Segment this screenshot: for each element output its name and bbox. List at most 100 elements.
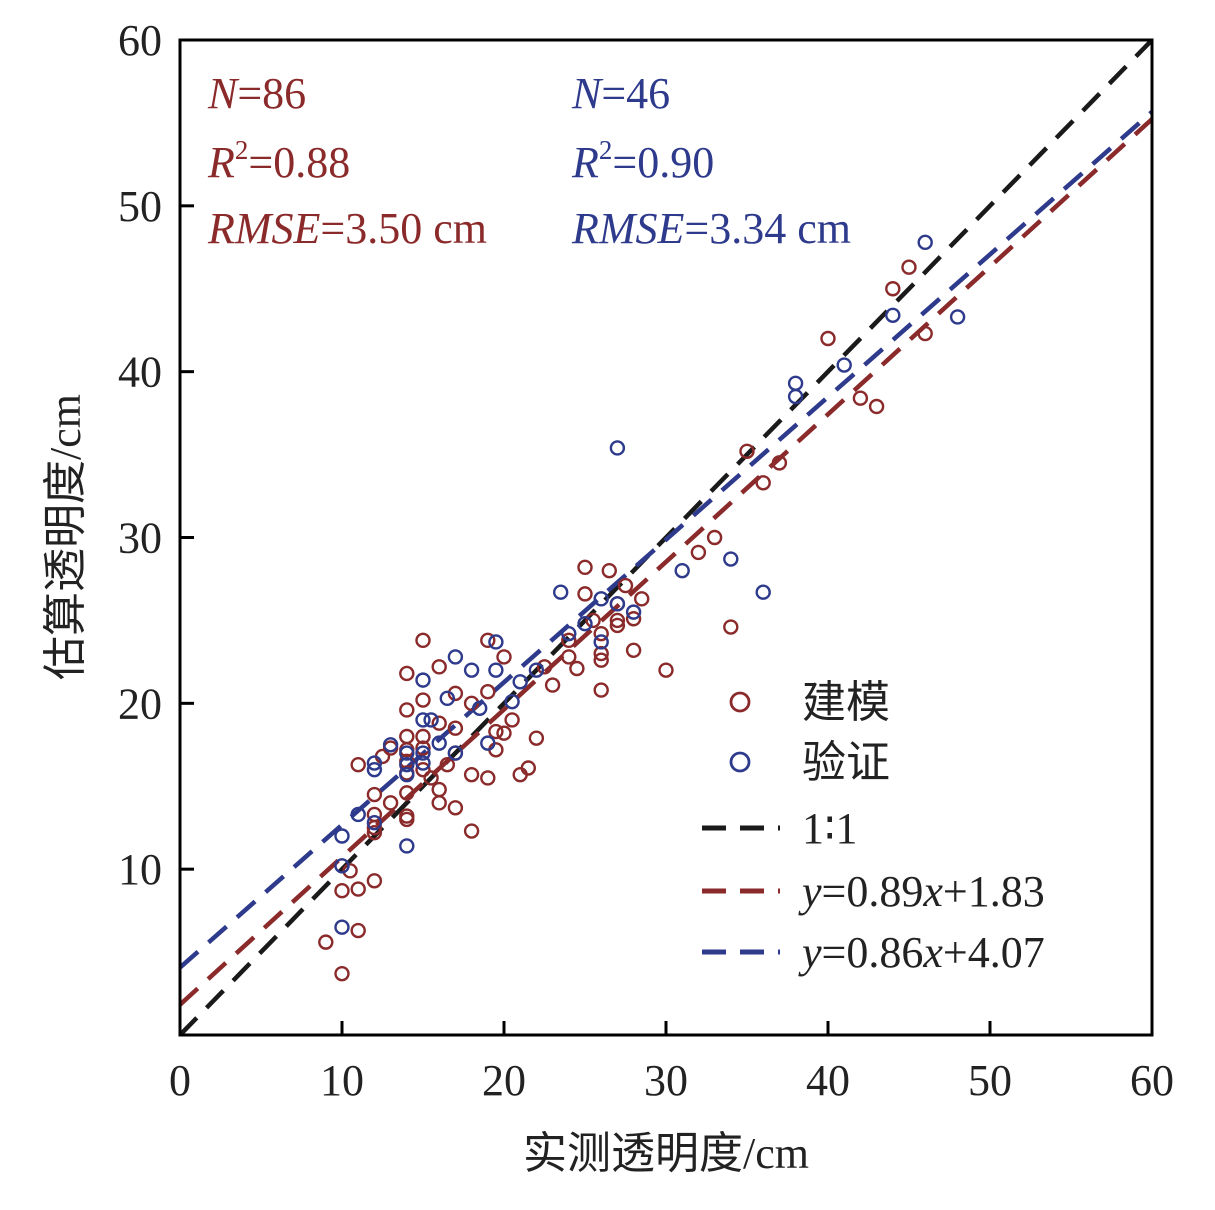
validation-point (439, 690, 455, 707)
y-axis-label: 估算透明度/cm (41, 394, 90, 680)
validation-point (447, 745, 464, 761)
x-tick-label: 30 (644, 1056, 688, 1105)
validation-point (366, 815, 383, 831)
calibration-point (723, 619, 739, 635)
validation-point (609, 440, 626, 456)
validation-point (382, 737, 399, 753)
validation-point (917, 234, 933, 251)
calibration-point (488, 723, 504, 740)
legend-marker-calibration (729, 691, 751, 713)
y-tick-label: 40 (118, 348, 162, 397)
validation-point (528, 662, 545, 678)
calibration-point (480, 770, 496, 786)
legend-label-validation: y=0.86x+4.07 (798, 928, 1045, 977)
calibration-point (463, 766, 480, 783)
fit-lines (180, 40, 1152, 1035)
calibration-point (447, 685, 464, 702)
calibration-point (350, 922, 366, 939)
calibration-point (431, 715, 447, 731)
calibration-point (334, 883, 350, 899)
calibration-point (350, 756, 366, 773)
validation-point (399, 756, 415, 773)
legend-label-validation: 验证 (802, 738, 890, 787)
calibration-point (399, 785, 415, 801)
validation-r2-stat: R2=0.90 (571, 135, 714, 187)
validation-point (423, 712, 439, 728)
validation-point (723, 551, 739, 567)
validation-point (415, 712, 431, 728)
calibration-point (561, 632, 577, 649)
calibration-point (706, 529, 723, 546)
calibration-point (593, 682, 609, 698)
validation-point (463, 662, 480, 678)
calibration-point (415, 740, 431, 756)
calibration-point (399, 702, 415, 718)
validation-point (787, 375, 804, 391)
calibration-point (690, 544, 707, 561)
calibration-point (480, 684, 496, 700)
calibration-point (366, 873, 383, 889)
calibration-point (885, 281, 901, 297)
x-tick-label: 60 (1130, 1056, 1174, 1105)
validation-point (512, 674, 528, 690)
calibration-point (528, 730, 545, 746)
calibration-point (431, 795, 447, 811)
y-tick-label: 60 (118, 16, 162, 65)
validation-point (561, 625, 577, 642)
validation-n-stat: N=46 (571, 69, 670, 118)
validation-point (949, 309, 966, 325)
calibration-point (399, 811, 415, 828)
validation-point (755, 584, 771, 600)
calibration-point (609, 617, 626, 634)
y-tick-label: 20 (118, 679, 162, 728)
validation-point (836, 357, 852, 373)
legend-marker-validation (729, 751, 751, 773)
x-tick-label: 40 (806, 1056, 850, 1105)
calibration-point (544, 677, 561, 693)
validation-point (674, 562, 690, 579)
validation-point (431, 735, 447, 751)
calibration-point (366, 824, 383, 841)
calibration-point (350, 881, 366, 897)
validation-point (399, 838, 415, 854)
calibration-point (342, 863, 358, 879)
calibration-point (431, 781, 447, 798)
validation-point (553, 584, 569, 600)
calibration-point (423, 770, 439, 786)
calibration-point (593, 652, 609, 668)
validation-point (399, 766, 415, 783)
calibration-point (739, 443, 755, 459)
calibration-point (536, 659, 553, 675)
calibration-point (439, 756, 455, 773)
calibration-point (415, 761, 431, 778)
calibration-point (334, 965, 350, 982)
calibration-point (504, 712, 520, 728)
legend-label-calibration: y=0.89x+1.83 (798, 867, 1045, 916)
calibration-point (366, 786, 383, 803)
y-tick-label: 30 (118, 514, 162, 563)
validation-point (504, 693, 520, 710)
calibration-r2-stat: R2=0.88 (207, 135, 350, 187)
validation-point (415, 755, 431, 771)
validation-point (415, 745, 431, 761)
x-tick-label: 50 (968, 1056, 1012, 1105)
validation-point (593, 591, 609, 607)
legend-label-one_to_one: 1∶1 (802, 804, 857, 853)
calibration-point (520, 760, 536, 776)
calibration-point (771, 455, 788, 471)
x-tick-label: 10 (320, 1056, 364, 1105)
calibration-point (382, 795, 399, 811)
calibration-point (585, 612, 601, 629)
calibration-point (496, 649, 512, 665)
calibration-point (593, 625, 609, 642)
calibration-point (496, 725, 512, 741)
calibration-n-stat: N=86 (207, 69, 306, 118)
validation-point (350, 806, 366, 823)
validation-point (472, 700, 488, 717)
validation-point (787, 388, 804, 405)
calibration-point (431, 659, 447, 675)
calibration-point (577, 586, 593, 602)
validation-point (480, 735, 496, 751)
validation-point (625, 604, 642, 620)
